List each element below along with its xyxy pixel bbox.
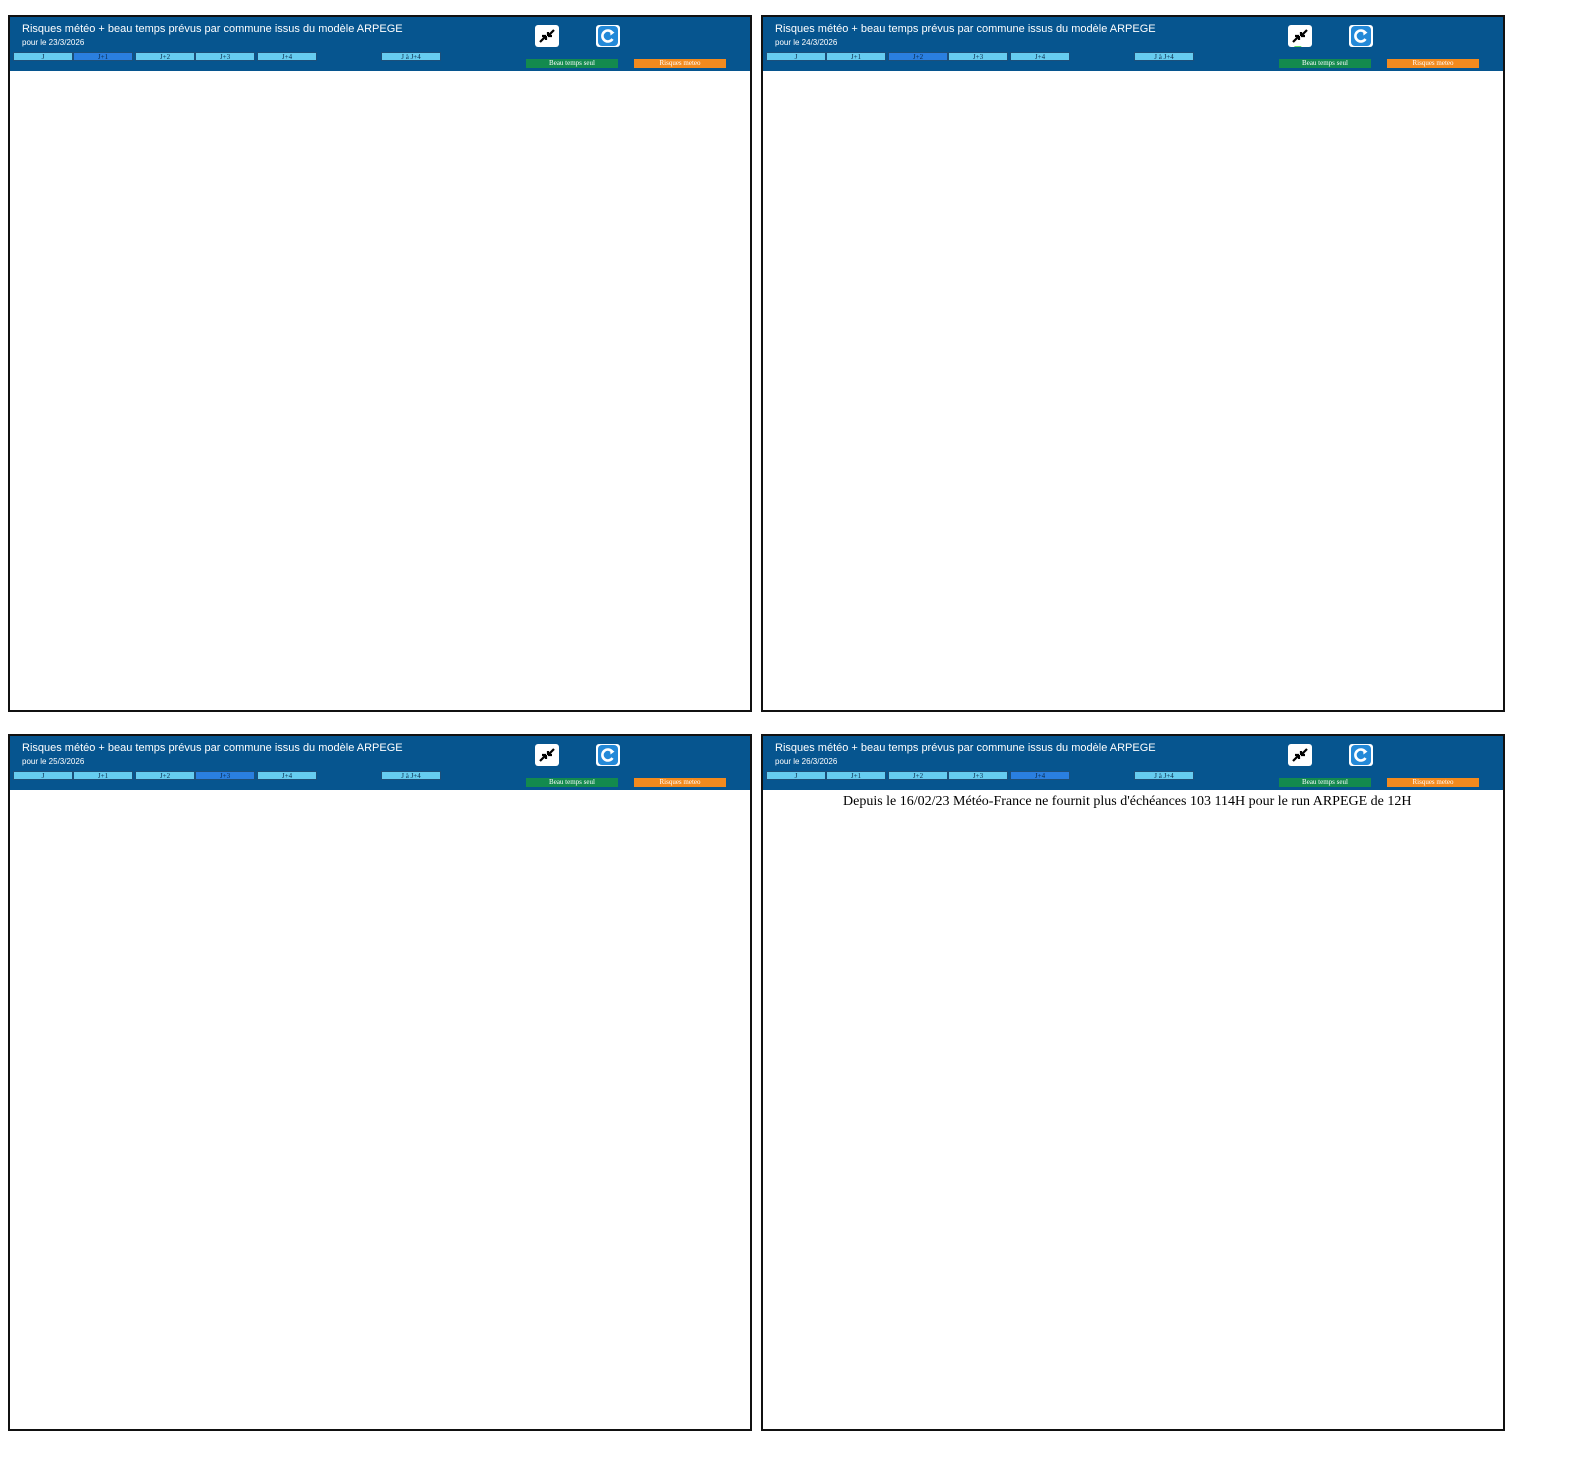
- tab-j-j+4[interactable]: J à J+4: [381, 771, 441, 780]
- panel-header: Risques météo + beau temps prévus par co…: [10, 736, 750, 1380]
- tab-j+3[interactable]: J+3: [195, 771, 255, 780]
- beau-temps-button[interactable]: Beau temps seul: [526, 59, 618, 68]
- refresh-icon[interactable]: [596, 25, 620, 47]
- panel-date: pour le 23/3/2026: [22, 38, 85, 47]
- panel-note: Depuis le 16/02/23 Météo-France ne fourn…: [843, 794, 1412, 809]
- risques-meteo-button[interactable]: Risques meteo: [634, 59, 726, 68]
- panel-title: Risques météo + beau temps prévus par co…: [22, 742, 403, 754]
- panel-date: pour le 25/3/2026: [22, 757, 85, 766]
- panel-header: Risques météo + beau temps prévus par co…: [763, 736, 1503, 1388]
- collapse-arrows-icon[interactable]: [1287, 25, 1503, 664]
- tab-j-j+4[interactable]: J à J+4: [1134, 52, 1194, 61]
- panel-title: Risques météo + beau temps prévus par co…: [775, 742, 1156, 754]
- forecast-map-svg: [534, 748, 750, 1380]
- france-map: [763, 71, 1503, 710]
- panel-header: Risques météo + beau temps prévus par co…: [763, 17, 1503, 664]
- tab-j+4[interactable]: J+4: [257, 771, 317, 780]
- beau-temps-button[interactable]: Beau temps seul: [526, 778, 618, 787]
- france-map: [10, 790, 750, 1429]
- forecast-map-svg: [534, 26, 750, 663]
- france-map: [10, 71, 750, 710]
- tab-j[interactable]: J: [13, 52, 73, 61]
- risques-meteo-button[interactable]: Risques meteo: [1387, 778, 1479, 787]
- tab-j+1[interactable]: J+1: [73, 52, 133, 61]
- beau-temps-button[interactable]: Beau temps seul: [1279, 778, 1371, 787]
- tab-j-j+4[interactable]: J à J+4: [381, 52, 441, 61]
- tab-j+4[interactable]: J+4: [1010, 771, 1070, 780]
- panel-date: pour le 24/3/2026: [775, 38, 838, 47]
- collapse-arrows-icon[interactable]: [1287, 744, 1503, 1388]
- tab-j[interactable]: J: [766, 52, 826, 61]
- tab-j[interactable]: J: [766, 771, 826, 780]
- france-map: Depuis le 16/02/23 Météo-France ne fourn…: [763, 790, 1503, 1429]
- forecast-panel-4: Risques météo + beau temps prévus par co…: [761, 734, 1505, 1431]
- refresh-icon[interactable]: [1349, 744, 1373, 766]
- fair-weather-scattered-cells: [1288, 35, 1503, 664]
- tab-j+4[interactable]: J+4: [257, 52, 317, 61]
- forecast-map-svg: [1287, 29, 1503, 664]
- tab-j+3[interactable]: J+3: [195, 52, 255, 61]
- tab-j+1[interactable]: J+1: [73, 771, 133, 780]
- risk-scattered-cells: [551, 756, 750, 1310]
- risques-meteo-button[interactable]: Risques meteo: [634, 778, 726, 787]
- tab-j+2[interactable]: J+2: [888, 771, 948, 780]
- collapse-arrows-icon[interactable]: [534, 744, 750, 1380]
- fair-weather-scattered-cells: [535, 26, 750, 663]
- tab-j+1[interactable]: J+1: [826, 771, 886, 780]
- panel-date: pour le 26/3/2026: [775, 757, 838, 766]
- forecast-panel-1: Risques météo + beau temps prévus par co…: [8, 15, 752, 712]
- tab-j[interactable]: J: [13, 771, 73, 780]
- forecast-panel-2: Risques météo + beau temps prévus par co…: [761, 15, 1505, 712]
- tab-j+2[interactable]: J+2: [135, 52, 195, 61]
- collapse-arrows-icon[interactable]: [534, 25, 750, 663]
- panel-header: Risques météo + beau temps prévus par co…: [10, 17, 750, 663]
- refresh-icon[interactable]: [1349, 25, 1373, 47]
- forecast-panel-3: Risques météo + beau temps prévus par co…: [8, 734, 752, 1431]
- beau-temps-button[interactable]: Beau temps seul: [1279, 59, 1371, 68]
- tab-j+2[interactable]: J+2: [135, 771, 195, 780]
- risques-meteo-button[interactable]: Risques meteo: [1387, 59, 1479, 68]
- tab-j+2[interactable]: J+2: [888, 52, 948, 61]
- panel-title: Risques météo + beau temps prévus par co…: [775, 23, 1156, 35]
- forecast-map-svg: [1287, 744, 1503, 1388]
- tab-j+1[interactable]: J+1: [826, 52, 886, 61]
- tab-j+3[interactable]: J+3: [948, 771, 1008, 780]
- tab-j+4[interactable]: J+4: [1010, 52, 1070, 61]
- refresh-icon[interactable]: [596, 744, 620, 766]
- panel-title: Risques météo + beau temps prévus par co…: [22, 23, 403, 35]
- tab-j+3[interactable]: J+3: [948, 52, 1008, 61]
- tab-j-j+4[interactable]: J à J+4: [1134, 771, 1194, 780]
